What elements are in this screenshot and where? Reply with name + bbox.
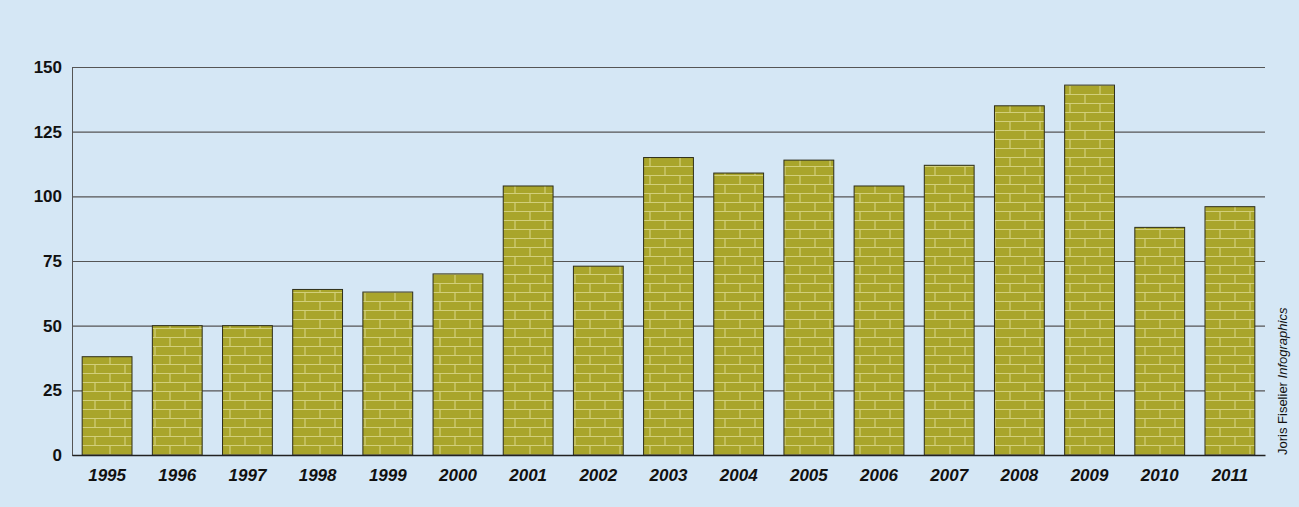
y-tick: 150 — [34, 58, 1265, 77]
bar — [573, 266, 623, 455]
x-axis: 1995 1996 1997 1998 1999 2000 2001 2002 2003 2004… — [73, 455, 1266, 485]
credit: Joris Fiselier Infographics — [1275, 307, 1290, 455]
x-tick: 1995 — [88, 455, 126, 485]
bar — [223, 326, 273, 455]
bar — [784, 160, 834, 455]
bar — [82, 357, 132, 455]
bar — [644, 158, 694, 455]
bar — [714, 173, 764, 455]
x-axis-line — [73, 455, 1266, 457]
x-tick: 2001 — [508, 455, 547, 485]
x-tick-label: 1996 — [158, 466, 196, 485]
x-tick: 2006 — [859, 455, 898, 485]
x-tick-label: 2002 — [578, 466, 617, 485]
x-tick-label: 2007 — [929, 466, 969, 485]
x-tick-label: 1995 — [88, 466, 126, 485]
x-tick: 1999 — [369, 455, 407, 485]
x-tick: 1998 — [299, 455, 337, 485]
chart: 0 25 50 75 100 125 150 1995 1996 1997 1998 1999 2000… — [0, 0, 1299, 507]
x-tick-label: 2008 — [999, 466, 1038, 485]
bar — [994, 106, 1044, 455]
bar — [1065, 85, 1115, 455]
x-tick: 2007 — [929, 455, 969, 485]
grid-line — [72, 67, 1265, 68]
x-tick: 2009 — [1070, 455, 1109, 485]
plot: 0 25 50 75 100 125 150 1995 1996 1997 1998 1999 2000… — [34, 58, 1266, 485]
bars — [82, 85, 1255, 455]
y-axis: 0 25 50 75 100 125 150 — [34, 58, 1265, 465]
x-tick-label: 1997 — [229, 466, 268, 485]
bar — [1205, 207, 1255, 455]
x-tick: 2010 — [1140, 455, 1179, 485]
y-tick-label: 50 — [43, 317, 62, 336]
credit-part: Joris Fiselier — [1275, 381, 1290, 455]
bar — [1135, 227, 1185, 455]
x-tick-label: 2011 — [1211, 466, 1249, 485]
x-tick: 2003 — [649, 455, 688, 485]
grid-line — [72, 455, 1265, 456]
x-tick-label: 2010 — [1140, 466, 1179, 485]
y-tick-label: 0 — [53, 446, 62, 465]
bar — [503, 186, 553, 455]
x-tick: 2002 — [578, 455, 617, 485]
x-tick-label: 2001 — [508, 466, 547, 485]
x-tick-label: 2003 — [649, 466, 688, 485]
y-tick-label: 100 — [34, 187, 62, 206]
bar — [433, 274, 483, 455]
x-tick: 2000 — [438, 455, 477, 485]
x-tick-label: 2006 — [859, 466, 898, 485]
x-tick-label: 2009 — [1070, 466, 1109, 485]
bar — [293, 289, 343, 455]
x-tick: 2011 — [1211, 455, 1249, 485]
bar — [924, 165, 974, 455]
bar — [152, 326, 202, 455]
x-tick-label: 2005 — [789, 466, 828, 485]
y-tick-label: 75 — [43, 252, 62, 271]
x-tick: 1996 — [158, 455, 196, 485]
x-tick: 2008 — [999, 455, 1038, 485]
bar — [363, 292, 413, 455]
bar — [854, 186, 904, 455]
y-tick-label: 125 — [34, 123, 62, 142]
y-tick-label: 150 — [34, 58, 62, 77]
x-tick: 1997 — [229, 455, 268, 485]
x-tick-label: 1998 — [299, 466, 337, 485]
credit-part: Infographics — [1275, 307, 1290, 382]
x-tick: 2004 — [719, 455, 758, 485]
x-tick-label: 1999 — [369, 466, 407, 485]
y-tick-label: 25 — [43, 381, 62, 400]
x-tick: 2005 — [789, 455, 828, 485]
x-tick-label: 2000 — [438, 466, 477, 485]
x-tick-label: 2004 — [719, 466, 758, 485]
